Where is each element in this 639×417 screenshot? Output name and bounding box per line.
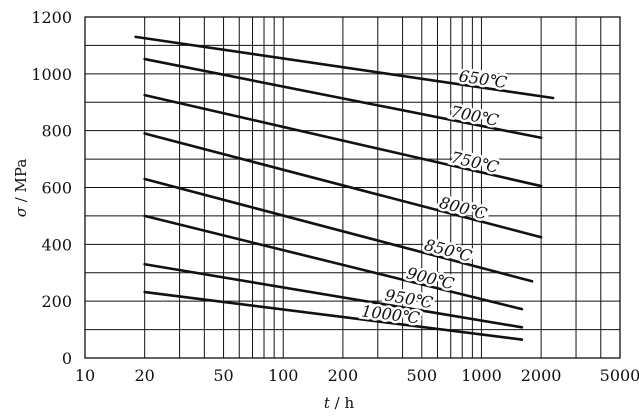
y-tick-label: 800: [41, 122, 72, 141]
x-tick-label: 20: [134, 366, 154, 385]
curve-1000c: [143, 290, 524, 341]
curve-850c: [143, 177, 534, 283]
curve-label: 750℃: [449, 148, 501, 177]
x-tick-label: 200: [328, 366, 359, 385]
y-tick-label: 0: [62, 349, 72, 368]
curve-layer: [134, 35, 555, 341]
y-tick-label: 600: [41, 179, 72, 198]
x-tick-label: 5000: [600, 366, 639, 385]
grid-layer: [84, 16, 621, 359]
tick-label-layer: 10 20 50 100 200 500 1000 2000 5000 0 200 400 600 800…: [31, 8, 639, 385]
x-tick-label: 2000: [521, 366, 562, 385]
curve-750c: [143, 93, 543, 188]
x-axis-label: t / h: [324, 394, 355, 412]
y-tick-label: 1200: [31, 8, 72, 27]
y-axis-label: σ / MPa: [12, 159, 30, 218]
x-tick-label: 1000: [461, 366, 502, 385]
x-tick-label: 100: [268, 366, 299, 385]
x-tick-label: 500: [407, 366, 438, 385]
curve-800c: [143, 132, 543, 239]
y-tick-label: 200: [41, 292, 72, 311]
curve-650c: [134, 35, 555, 100]
curve-900c: [143, 214, 524, 311]
curve-950c: [143, 262, 524, 329]
y-tick-label: 1000: [31, 65, 72, 84]
plot-frame: [84, 16, 621, 359]
curve-700c: [143, 57, 543, 140]
curve-label: 650℃: [458, 66, 509, 92]
y-tick-label: 400: [41, 235, 72, 254]
curve-label: 850℃: [422, 235, 474, 266]
x-tick-label: 50: [213, 366, 233, 385]
x-tick-label: 10: [75, 366, 95, 385]
